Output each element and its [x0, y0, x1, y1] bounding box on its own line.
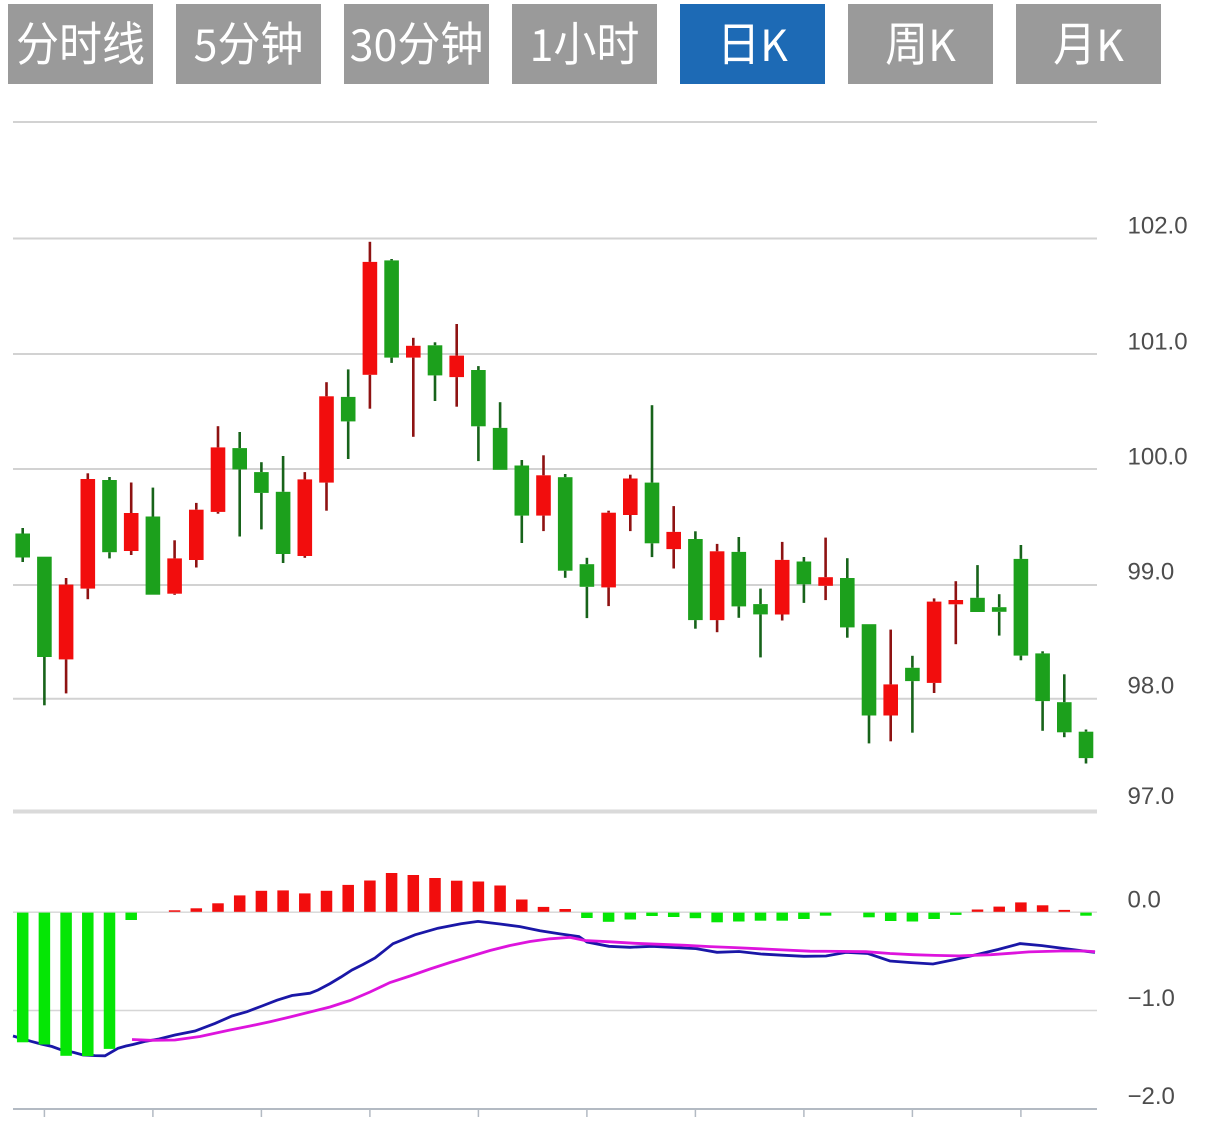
svg-text:−2.0: −2.0: [1128, 1083, 1175, 1110]
svg-text:97.0: 97.0: [1128, 783, 1175, 810]
svg-text:0.0: 0.0: [1128, 887, 1161, 914]
svg-text:102.0: 102.0: [1128, 213, 1188, 240]
svg-text:98.0: 98.0: [1128, 673, 1175, 700]
svg-text:99.0: 99.0: [1128, 559, 1175, 586]
svg-text:101.0: 101.0: [1128, 329, 1188, 356]
svg-text:−1.0: −1.0: [1128, 985, 1175, 1012]
svg-text:100.0: 100.0: [1128, 444, 1188, 471]
